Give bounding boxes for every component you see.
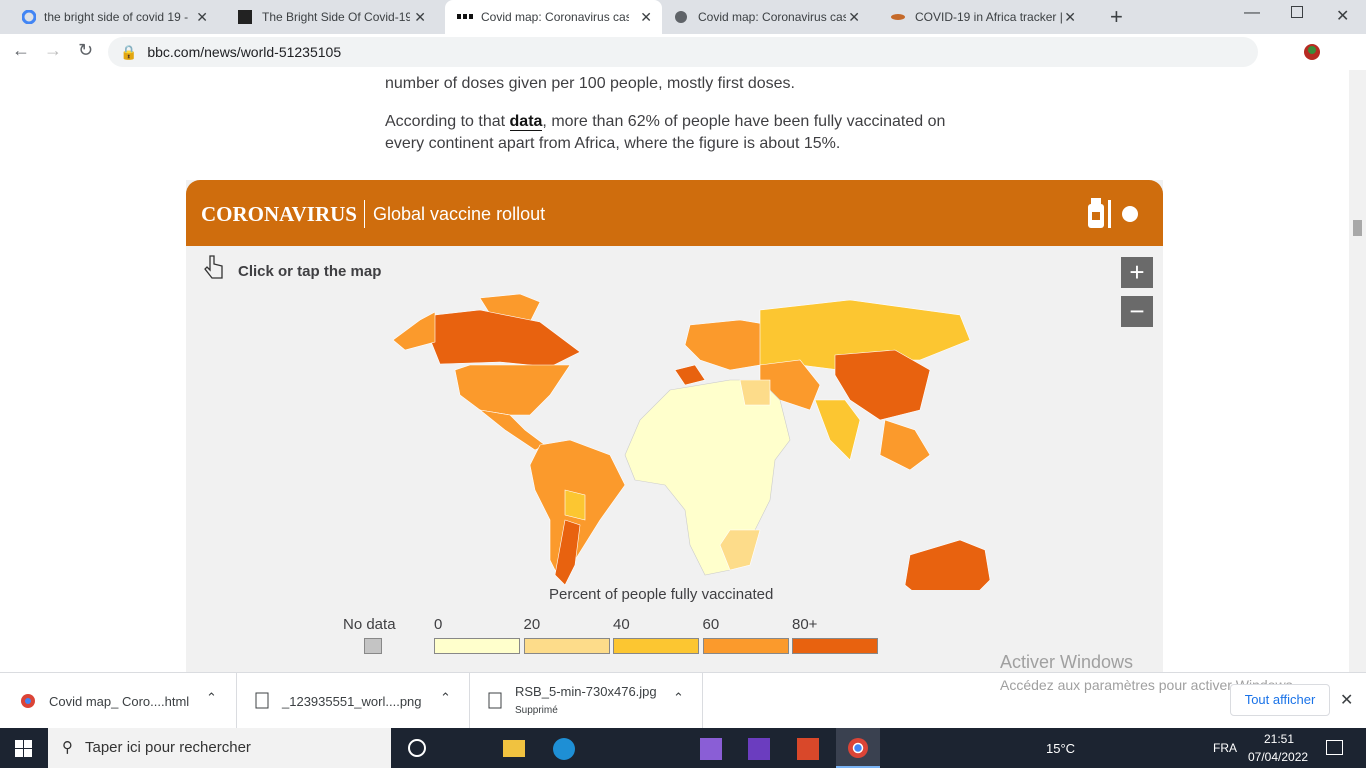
url-field[interactable]: 🔒 bbc.com/news/world-51235105 xyxy=(108,37,1258,67)
download-item[interactable]: RSB_5-min-730x476.jpg Supprimé ⌃ xyxy=(470,673,703,729)
legend-swatch xyxy=(523,638,610,654)
world-map[interactable] xyxy=(340,290,1060,590)
close-downloads[interactable]: ✕ xyxy=(1340,692,1354,709)
app-icon[interactable] xyxy=(797,738,819,760)
tab-title: Covid map: Coronavirus case xyxy=(481,10,629,24)
address-bar: ← → ↻ 🔒 bbc.com/news/world-51235105 xyxy=(0,34,1366,71)
forward[interactable]: → xyxy=(44,40,62,60)
notifications[interactable] xyxy=(1326,740,1343,755)
legend-bin-label: 40 xyxy=(613,616,630,633)
reload[interactable]: ↻ xyxy=(78,40,94,60)
tab-title: Covid map: Coronavirus case xyxy=(698,10,846,24)
legend-swatch xyxy=(702,638,789,654)
tab[interactable]: the bright side of covid 19 - ✕ xyxy=(8,0,208,34)
tab[interactable]: COVID-19 in Africa tracker | ✕ xyxy=(890,0,1090,34)
tab-bar: the bright side of covid 19 - ✕ The Brigh… xyxy=(0,0,1366,34)
download-item[interactable]: Covid map_ Coro....html ⌃ xyxy=(0,673,237,729)
url: bbc.com/news/world-51235105 xyxy=(147,44,342,60)
legend-swatch xyxy=(792,638,878,654)
app-icon[interactable] xyxy=(553,738,575,760)
app-icon[interactable] xyxy=(700,738,722,760)
file-name: _123935551_worl....png xyxy=(282,694,422,709)
back[interactable]: ← xyxy=(12,40,30,60)
favicon xyxy=(675,11,687,23)
search-box[interactable]: ⚲ Taper ici pour rechercher xyxy=(48,728,391,768)
link[interactable]: data xyxy=(509,113,543,131)
close-window[interactable]: ✕ xyxy=(1336,8,1350,25)
maximize[interactable] xyxy=(1291,6,1303,18)
legend-bin-label: 60 xyxy=(702,616,720,633)
file-name: Covid map_ Coro....html xyxy=(49,694,190,709)
widget-brand: CORONAVIRUS xyxy=(201,202,357,226)
app-icon[interactable] xyxy=(503,740,525,757)
page-content: number of doses given per 100 people, mo… xyxy=(0,70,1349,672)
legend-bin-label: 80+ xyxy=(792,616,818,633)
widget-header: CORONAVIRUS Global vaccine rollout xyxy=(186,180,1163,246)
watermark-title: Activer Windows xyxy=(1000,652,1134,672)
vaccine-icon xyxy=(1088,198,1138,228)
search-placeholder: Taper ici pour rechercher xyxy=(85,739,251,756)
watermark-text: Accédez aux paramètres pour activer Wind… xyxy=(1000,677,1297,693)
tab-close[interactable]: ✕ xyxy=(848,9,860,25)
minimize[interactable]: — xyxy=(1244,4,1260,21)
start[interactable] xyxy=(15,740,32,757)
scrollbar[interactable] xyxy=(1349,70,1366,672)
text: , more than 62% of people have been full… xyxy=(385,113,946,152)
tab-title: The Bright Side Of Covid-19: xyxy=(262,10,410,24)
tab[interactable]: Covid map: Coronavirus case ✕ xyxy=(445,0,662,34)
legend-bin-label: 0 xyxy=(434,616,443,633)
text: According to that xyxy=(385,113,510,130)
map-hint: Click or tap the map xyxy=(238,263,382,280)
legend-title: Percent of people fully vaccinated xyxy=(549,586,774,603)
legend-swatch xyxy=(613,638,699,654)
tab[interactable]: Covid map: Coronavirus case ✕ xyxy=(672,0,872,34)
language[interactable]: FRA xyxy=(1213,741,1237,755)
tab-close[interactable]: ✕ xyxy=(640,9,652,25)
favicon xyxy=(891,14,905,20)
legend-swatch xyxy=(434,638,520,654)
tab-title: COVID-19 in Africa tracker | xyxy=(915,10,1063,24)
favicon xyxy=(22,10,36,24)
download-item[interactable]: _123935551_worl....png ⌃ xyxy=(237,673,470,729)
zoom-out[interactable]: − xyxy=(1121,296,1153,327)
taskbar: ⚲ Taper ici pour rechercher 15°C FRA 21:5… xyxy=(0,728,1366,768)
tab-close[interactable]: ✕ xyxy=(414,9,426,25)
legend-bin-label: 20 xyxy=(523,616,541,633)
tab[interactable]: The Bright Side Of Covid-19: ✕ xyxy=(226,0,426,34)
app-icon-active[interactable] xyxy=(836,728,880,768)
weather[interactable]: 15°C xyxy=(1046,741,1076,756)
tab-close[interactable]: ✕ xyxy=(196,9,208,25)
legend-no-data-label: No data xyxy=(343,616,396,633)
tab-close[interactable]: ✕ xyxy=(1064,9,1076,25)
download-bar: Covid map_ Coro....html ⌃ _123935551_worl… xyxy=(0,672,1366,729)
clock-date[interactable]: 07/04/2022 xyxy=(1248,750,1309,764)
legend-no-data-swatch xyxy=(364,638,382,654)
file-name: RSB_5-min-730x476.jpg xyxy=(515,684,657,699)
new-tab[interactable]: + xyxy=(1110,4,1123,29)
favicon xyxy=(457,14,473,19)
widget-title: Global vaccine rollout xyxy=(373,204,546,224)
app-icon[interactable] xyxy=(748,738,770,760)
zoom-in[interactable]: + xyxy=(1121,257,1153,288)
show-all[interactable]: Tout afficher xyxy=(1230,684,1330,716)
clock-time[interactable]: 21:51 xyxy=(1264,732,1295,746)
profile[interactable] xyxy=(1302,42,1322,62)
cortana[interactable] xyxy=(408,739,426,757)
paragraph: According to that data, more than 62% of… xyxy=(385,111,965,155)
tab-title: the bright side of covid 19 - xyxy=(44,10,189,24)
hand-icon xyxy=(204,255,223,279)
favicon xyxy=(238,10,252,24)
paragraph: number of doses given per 100 people, mo… xyxy=(385,75,795,92)
file-status: Supprimé xyxy=(515,705,558,716)
